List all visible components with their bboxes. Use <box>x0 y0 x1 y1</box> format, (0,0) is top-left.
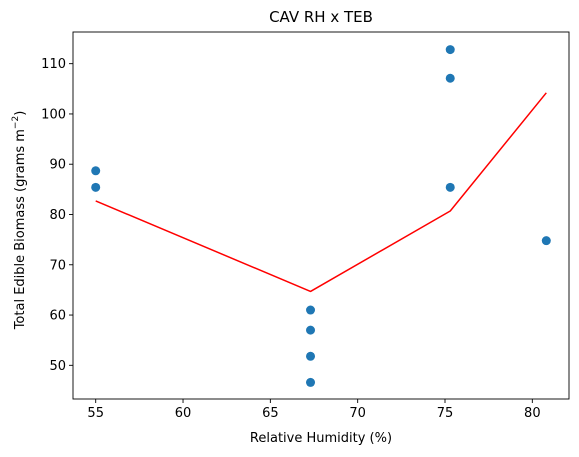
scatter-point-3 <box>306 305 316 315</box>
scatter-point-1 <box>91 166 101 176</box>
x-axis-ticks: 55 60 65 70 75 80 <box>87 399 541 421</box>
y-tick-label-80: 80 <box>49 208 66 223</box>
y-axis-label: Total Edible Biomass (grams m−2) <box>11 111 28 331</box>
scatter-point-9 <box>445 182 455 192</box>
chart-title: CAV RH x TEB <box>269 8 373 26</box>
x-tick-label-65: 65 <box>262 406 279 421</box>
x-tick-label-70: 70 <box>349 406 366 421</box>
x-axis-label: Relative Humidity (%) <box>250 431 392 446</box>
y-tick-label-90: 90 <box>49 158 66 173</box>
y-tick-label-100: 100 <box>41 107 66 122</box>
trend-line <box>95 92 547 293</box>
y-axis-label-main: Total Edible Biomass (grams m <box>13 129 28 330</box>
plot-area <box>72 31 570 400</box>
y-tick-label-70: 70 <box>49 258 66 273</box>
scatter-point-7 <box>445 45 455 55</box>
y-tick-label-110: 110 <box>41 57 66 72</box>
x-tick-label-60: 60 <box>175 406 192 421</box>
y-tick-label-60: 60 <box>49 309 66 324</box>
plot-frame <box>72 31 570 400</box>
scatter-point-10 <box>541 236 551 246</box>
scatter-point-5 <box>306 351 316 361</box>
y-axis-ticks: 50 60 70 80 90 100 110 <box>41 57 73 374</box>
scatter-point-2 <box>91 182 101 192</box>
x-tick-label-55: 55 <box>87 406 104 421</box>
y-axis-label-superscript: −2 <box>11 116 21 129</box>
scatter-point-8 <box>445 73 455 83</box>
scatter-point-4 <box>306 325 316 335</box>
x-tick-label-75: 75 <box>437 406 454 421</box>
x-tick-label-80: 80 <box>524 406 541 421</box>
y-tick-label-50: 50 <box>49 359 66 374</box>
scatter-point-6 <box>306 377 316 387</box>
y-axis-label-close: ) <box>13 111 28 116</box>
